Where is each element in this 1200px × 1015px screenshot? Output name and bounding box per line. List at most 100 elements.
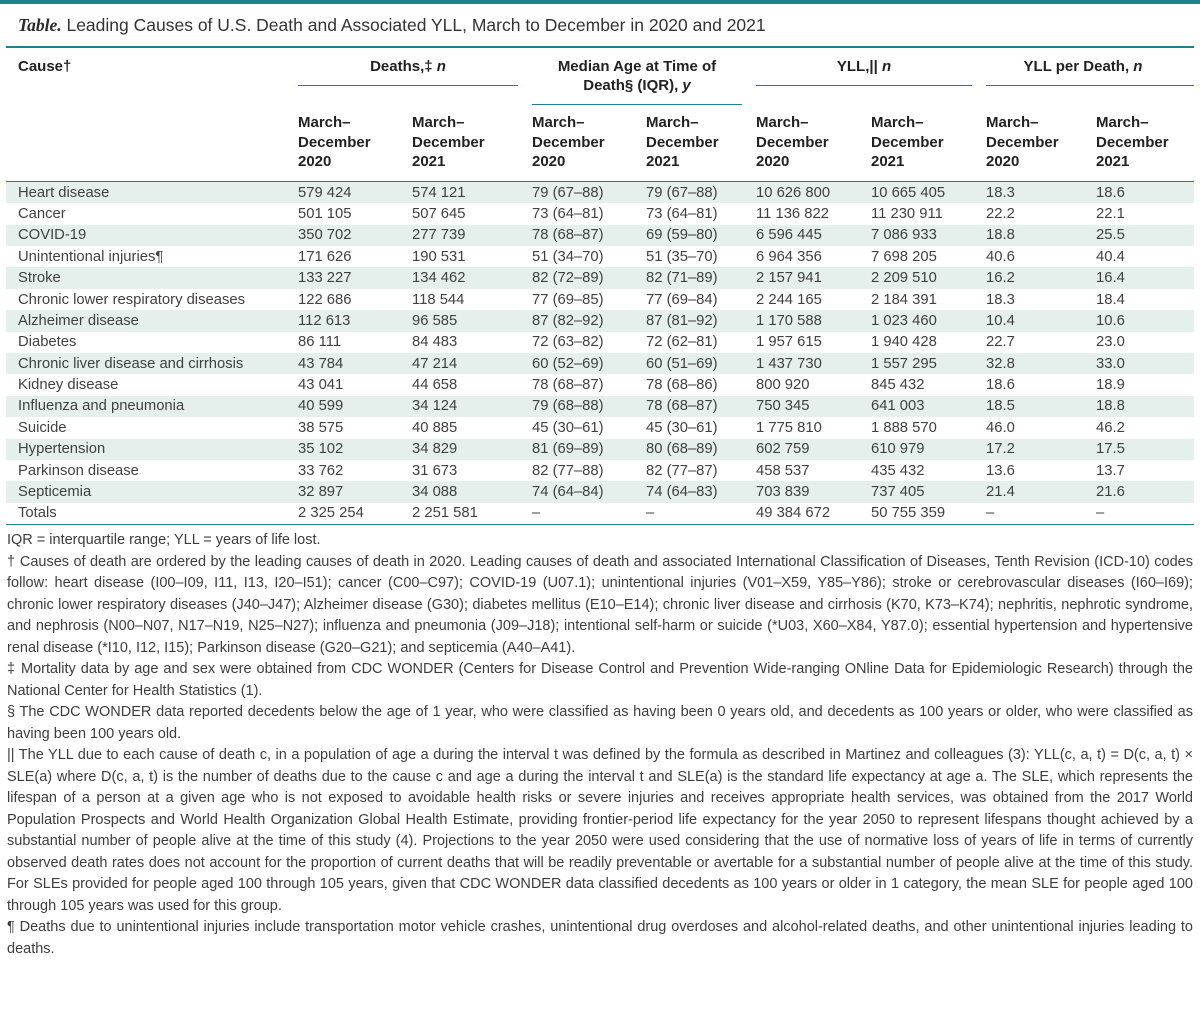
column-group-label: Median Age at Time of Death§ (IQR),: [557, 58, 717, 95]
value-cell: 2 209 510: [871, 270, 937, 287]
value-cell: 46.2: [1096, 419, 1125, 436]
value-cell: 33 762: [298, 462, 344, 479]
table-row: COVID-19 350 702 277 739 78 (68–87) 69 (59–8…: [6, 224, 1194, 247]
value-cell: 60 (52–69): [532, 355, 604, 372]
table-row: Chronic liver disease and cirrhosis 43 78…: [6, 353, 1194, 375]
column-group-label: Deaths,‡: [370, 58, 437, 75]
column-group-label-italic: n: [1133, 58, 1143, 75]
table-row: Unintentional injuries¶ 171 626 190 531 51 …: [6, 246, 1194, 267]
value-cell: 11 136 822: [756, 205, 829, 222]
cause-cell: Diabetes: [18, 334, 77, 351]
table-row: Hypertension 35 102 34 829 81 (69–89) 80 (68…: [6, 438, 1194, 460]
value-cell: 45 (30–61): [532, 419, 604, 436]
value-cell: 112 613: [298, 312, 351, 329]
value-cell: 32 897: [298, 484, 344, 501]
value-cell: 78 (68–87): [532, 377, 604, 394]
value-cell: 18.5: [986, 398, 1015, 415]
cause-cell: Chronic lower respiratory diseases: [18, 291, 245, 308]
value-cell: 750 345: [756, 398, 810, 415]
value-cell: 1 023 460: [871, 312, 937, 329]
value-cell: 40 599: [298, 398, 344, 415]
value-cell: –: [1096, 505, 1105, 522]
column-group-label: YLL per Death,: [1023, 58, 1134, 75]
cause-cell: Parkinson disease: [18, 462, 139, 479]
value-cell: 69 (59–80): [646, 227, 718, 244]
cause-cell: Suicide: [18, 419, 67, 436]
value-cell: 74 (64–83): [646, 484, 718, 501]
value-cell: 78 (68–86): [646, 377, 718, 394]
cause-cell: Kidney disease: [18, 377, 119, 394]
value-cell: 82 (77–88): [532, 462, 604, 479]
table-title-text: Leading Causes of U.S. Death and Associa…: [66, 15, 766, 35]
column-group-deaths: Deaths,‡ n: [298, 48, 532, 87]
footnote-pilcrow: ¶ Deaths due to unintentional injuries i…: [7, 919, 1193, 957]
cause-cell: Heart disease: [18, 184, 110, 201]
column-group-rule: [756, 85, 972, 87]
value-cell: 13.7: [1096, 462, 1125, 479]
cause-cell: COVID-19: [18, 227, 87, 244]
value-cell: 40 885: [412, 419, 458, 436]
value-cell: 190 531: [412, 248, 466, 265]
value-cell: 43 041: [298, 377, 344, 394]
column-group-label-italic: n: [881, 58, 892, 75]
value-cell: 25.5: [1096, 227, 1125, 244]
table-title: Table. Leading Causes of U.S. Death and …: [0, 4, 1200, 46]
footnote-dagger: † Causes of death are ordered by the lea…: [7, 553, 1193, 656]
table-row: Cancer 501 105 507 645 73 (64–81) 73 (64–81)…: [6, 203, 1194, 224]
value-cell: 87 (81–92): [646, 312, 718, 329]
cause-cell: Influenza and pneumonia: [18, 398, 185, 415]
value-cell: 1 437 730: [756, 355, 822, 372]
value-cell: 44 658: [412, 377, 458, 394]
value-cell: 33.0: [1096, 355, 1125, 372]
value-cell: 579 424: [298, 184, 352, 201]
value-cell: 84 483: [412, 334, 458, 351]
column-group-rule: [532, 104, 742, 106]
value-cell: 602 759: [756, 441, 810, 458]
value-cell: 22.7: [986, 334, 1015, 351]
column-group-median-age: Median Age at Time of Death§ (IQR), y: [532, 48, 756, 106]
value-cell: 10 665 405: [871, 184, 946, 201]
value-cell: 1 940 428: [871, 334, 937, 351]
table-row: Parkinson disease 33 762 31 673 82 (77–88) 8…: [6, 460, 1194, 481]
value-cell: 51 (35–70): [646, 248, 718, 265]
value-cell: 74 (64–84): [532, 484, 604, 501]
value-cell: 22.2: [986, 205, 1015, 222]
value-cell: 46.0: [986, 419, 1015, 436]
value-cell: 2 157 941: [756, 270, 822, 287]
value-cell: 18.6: [986, 377, 1015, 394]
column-group-cause: Cause†: [6, 48, 298, 86]
column-group-label: YLL,||: [836, 58, 882, 75]
value-cell: 34 829: [412, 441, 458, 458]
value-cell: 34 124: [412, 398, 458, 415]
value-cell: 501 105: [298, 205, 352, 222]
table-title-label: Table.: [18, 15, 62, 35]
sub-header-median-2020: March– December 2020: [532, 114, 605, 171]
value-cell: –: [646, 505, 655, 522]
sub-header-yllpd-2021: March– December 2021: [1096, 114, 1169, 171]
table-header: Cause† Deaths,‡ n Median Age at Time of …: [6, 48, 1194, 181]
value-cell: 79 (67–88): [646, 184, 718, 201]
value-cell: 18.4: [1096, 291, 1125, 308]
value-cell: 87 (82–92): [532, 312, 604, 329]
value-cell: 171 626: [298, 248, 352, 265]
cause-cell: Septicemia: [18, 484, 92, 501]
value-cell: 32.8: [986, 355, 1015, 372]
table-row: Stroke 133 227 134 462 82 (72–89) 82 (71–89)…: [6, 267, 1194, 289]
cause-cell: Stroke: [18, 270, 61, 287]
footnote-double-dagger: ‡ Mortality data by age and sex were obt…: [7, 661, 1193, 699]
column-group-label-italic: n: [436, 58, 446, 75]
cause-cell: Unintentional injuries¶: [18, 248, 164, 265]
value-cell: 1 557 295: [871, 355, 937, 372]
value-cell: 18.9: [1096, 377, 1125, 394]
table-body: Heart disease 579 424 574 121 79 (67–88) 79 …: [6, 181, 1194, 524]
cause-cell: Hypertension: [18, 441, 106, 458]
value-cell: 2 325 254: [298, 505, 364, 522]
value-cell: 72 (62–81): [646, 334, 718, 351]
value-cell: 80 (68–89): [646, 441, 718, 458]
value-cell: 21.6: [1096, 484, 1125, 501]
footnote-parallel: || The YLL due to each cause of death c,…: [7, 747, 1193, 914]
value-cell: 10.4: [986, 312, 1015, 329]
value-cell: 18.3: [986, 291, 1015, 308]
sub-header-empty: [6, 113, 298, 172]
